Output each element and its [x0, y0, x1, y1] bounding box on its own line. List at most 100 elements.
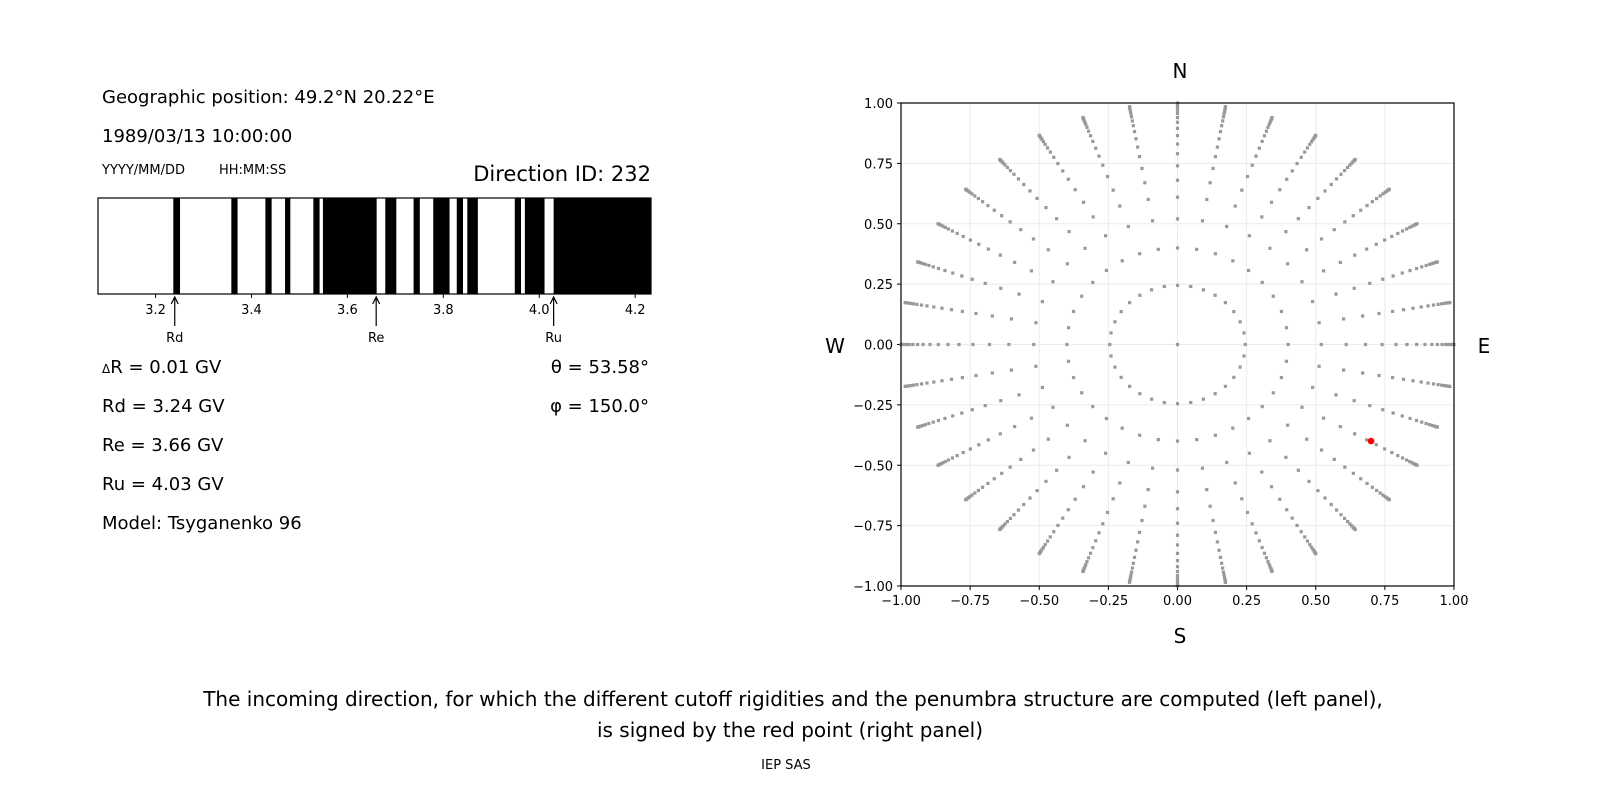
- direction-point: [1175, 120, 1180, 124]
- direction-point: [1087, 556, 1091, 560]
- direction-point: [940, 379, 944, 383]
- direction-point: [976, 488, 980, 493]
- direction-point: [1088, 134, 1093, 138]
- direction-point: [1290, 516, 1294, 520]
- direction-point: [961, 234, 965, 239]
- direction-point: [932, 380, 936, 384]
- direction-point: [1080, 391, 1084, 395]
- direction-point: [1329, 182, 1333, 187]
- direction-point: [1352, 286, 1356, 290]
- direction-point: [1065, 423, 1069, 427]
- direction-point: [1040, 385, 1044, 390]
- direction-point: [1221, 119, 1225, 123]
- direction-point: [1222, 109, 1227, 114]
- direction-point: [1094, 539, 1098, 543]
- direction-point: [1310, 545, 1314, 549]
- direction-point: [1436, 302, 1440, 306]
- direction-point: [1003, 522, 1007, 526]
- direction-point: [1087, 129, 1091, 133]
- direction-point: [907, 342, 911, 347]
- direction-point: [1419, 305, 1423, 309]
- direction-point: [1084, 563, 1088, 567]
- direction-point: [943, 225, 947, 229]
- direction-point: [970, 493, 974, 497]
- direction-point: [1149, 397, 1154, 401]
- direction-point: [1321, 416, 1326, 420]
- direction-point: [1175, 579, 1180, 583]
- direction-point: [916, 260, 920, 264]
- direction-point: [949, 377, 954, 381]
- direction-point: [1071, 309, 1076, 314]
- marker-label: Ru: [545, 331, 562, 346]
- direction-point: [1387, 187, 1391, 191]
- direction-point: [1269, 200, 1274, 204]
- direction-point: [1066, 508, 1070, 512]
- direction-point: [1104, 451, 1108, 455]
- direction-point: [1146, 197, 1150, 202]
- direction-point: [961, 450, 965, 455]
- direction-point: [1156, 247, 1160, 251]
- direction-point: [1043, 142, 1047, 146]
- direction-point: [1013, 425, 1017, 429]
- direction-point: [1401, 308, 1406, 312]
- direction-point: [1013, 260, 1017, 264]
- direction-point: [973, 491, 977, 495]
- direction-point: [909, 301, 913, 306]
- direction-point: [1314, 133, 1318, 137]
- direction-point: [1242, 331, 1246, 335]
- direction-point: [1008, 169, 1013, 173]
- direction-point: [1138, 293, 1142, 297]
- direction-point: [932, 305, 936, 309]
- direction-point: [968, 495, 972, 499]
- direction-point: [1043, 543, 1047, 547]
- direction-point: [1118, 204, 1122, 208]
- direction-point: [1056, 161, 1060, 166]
- direction-point: [1435, 425, 1439, 429]
- direction-point: [1323, 189, 1327, 193]
- direction-point: [968, 447, 972, 451]
- direction-point: [1162, 400, 1166, 405]
- direction-point: [1303, 150, 1307, 154]
- direction-point: [1175, 217, 1180, 221]
- forbidden-band: [385, 198, 397, 294]
- direction-point: [915, 383, 919, 387]
- direction-point: [999, 399, 1003, 403]
- direction-point: [986, 438, 990, 442]
- direction-point: [1290, 169, 1294, 173]
- direction-point: [1381, 408, 1385, 412]
- direction-point: [1130, 566, 1134, 570]
- direction-point: [904, 342, 909, 347]
- direction-point: [911, 383, 915, 387]
- direction-point: [1377, 311, 1381, 316]
- direction-point: [1208, 181, 1212, 185]
- direction-point: [925, 304, 929, 308]
- direction-point: [1378, 194, 1382, 198]
- direction-point: [1175, 533, 1180, 537]
- direction-point: [1041, 545, 1045, 549]
- direction-point: [1091, 546, 1095, 550]
- direction-point: [1040, 299, 1044, 304]
- x-tick-label: 0.50: [1301, 594, 1330, 609]
- direction-point: [1260, 280, 1264, 285]
- direction-point: [960, 411, 964, 415]
- direction-point: [1305, 539, 1310, 543]
- direction-point: [1132, 555, 1137, 559]
- y-tick-label: 0.75: [864, 157, 893, 172]
- direction-point: [1260, 404, 1264, 409]
- direction-point: [974, 311, 978, 316]
- direction-point: [1126, 224, 1130, 229]
- direction-point: [1213, 155, 1218, 159]
- y-tick-label: −0.75: [853, 520, 893, 535]
- direction-point: [1405, 458, 1409, 462]
- direction-point: [1201, 288, 1206, 292]
- direction-point: [1111, 497, 1115, 501]
- direction-point: [906, 384, 911, 388]
- direction-point: [1300, 280, 1304, 284]
- plot-frame: [900, 102, 1455, 587]
- direction-point: [1299, 530, 1303, 534]
- x-tick-label: 4.2: [625, 303, 646, 318]
- direction-point: [1296, 468, 1300, 472]
- direction-point: [1329, 502, 1333, 507]
- direction-point: [1440, 342, 1444, 347]
